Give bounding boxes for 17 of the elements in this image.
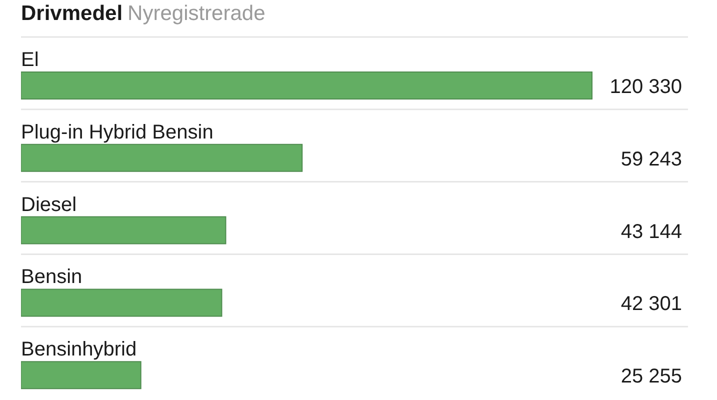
data-label: 120 330 — [610, 76, 682, 98]
y-tick-label: Diesel — [21, 194, 77, 216]
bar — [21, 288, 222, 317]
data-label: 42 301 — [620, 293, 682, 316]
chart-title: Drivmedel — [21, 2, 123, 25]
y-tick-label: Plug-in Hybrid Bensin — [21, 121, 214, 144]
data-label: 43 144 — [620, 220, 682, 243]
bar — [21, 72, 592, 100]
y-tick-label: El — [21, 49, 39, 71]
y-tick-label: Bensinhybrid — [21, 338, 137, 361]
bar — [21, 216, 226, 244]
data-label: 59 243 — [620, 148, 682, 170]
bar — [21, 361, 142, 390]
y-tick-label: Bensin — [21, 266, 82, 288]
data-label: 25 255 — [620, 366, 682, 388]
bar — [21, 144, 303, 172]
chart-subtitle: Nyregistrerade — [128, 2, 266, 25]
